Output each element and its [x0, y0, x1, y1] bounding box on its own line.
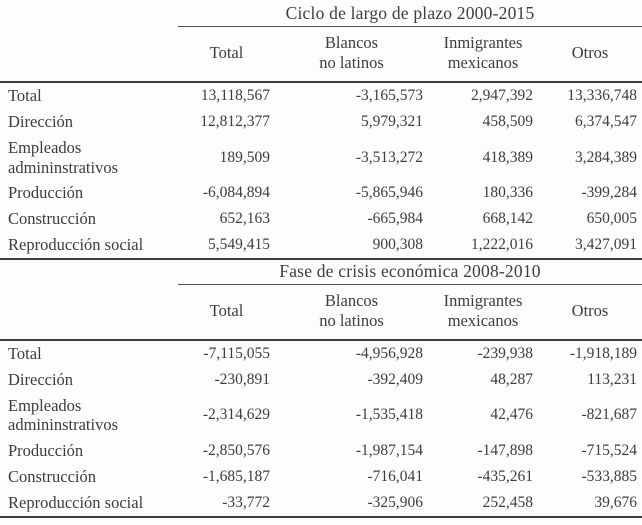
row-label: Construcción	[8, 209, 96, 229]
cell-value: 113,231	[587, 370, 638, 388]
cell-value: -239,938	[477, 344, 533, 362]
table-row: Construcción 652,163 -665,984 668,142 65…	[0, 206, 642, 232]
cell-value: 652,163	[219, 210, 270, 228]
cell-value: -325,906	[275, 489, 428, 518]
table-ciclo-largo-plazo: Ciclo de largo de plazo 2000-2015 Total …	[0, 2, 642, 260]
table-row: Reproducción social -33,772 -325,906 252…	[0, 489, 642, 518]
table-fase-crisis: Fase de crisis económica 2008-2010 Total…	[0, 259, 642, 518]
cell-value: -7,115,055	[203, 344, 270, 362]
cell-value: 13,336,748	[567, 87, 638, 105]
row-label: Producción	[8, 441, 84, 461]
cell-value: 5,549,415	[178, 232, 275, 260]
cell-value: 650,005	[586, 210, 638, 228]
cell-value: -6,084,894	[202, 184, 270, 202]
cell-value: -399,284	[581, 184, 638, 202]
corner-cell	[0, 26, 178, 84]
table-row: Empleados admininstrativos 189,509 -3,51…	[0, 135, 642, 181]
corner-cell	[0, 260, 178, 285]
row-label: Empleados admininstrativos	[8, 395, 118, 435]
table-row: Producción -2,850,576 -1,987,154 -147,89…	[0, 438, 642, 464]
row-label: Reproducción social	[0, 489, 178, 518]
cell-value: 189,509	[219, 148, 270, 166]
column-header-row: Total Blancos no latinos Inmigrantes mex…	[0, 26, 642, 84]
column-header-otros: Otros	[538, 284, 642, 342]
cell-value: -33,772	[178, 489, 275, 518]
cell-value: 6,374,547	[575, 112, 638, 130]
column-header-blancos-no-latinos: Blancos no latinos	[275, 26, 428, 84]
cell-value: 1,222,016	[428, 232, 538, 260]
cell-value: -665,984	[367, 210, 423, 228]
row-label: Construcción	[8, 467, 96, 487]
corner-cell	[0, 2, 178, 27]
cell-value: -716,041	[367, 467, 423, 485]
row-label: Empleados admininstrativos	[8, 137, 118, 177]
section-title-row: Fase de crisis económica 2008-2010	[0, 259, 642, 285]
cell-value: 3,284,389	[575, 148, 638, 166]
cell-value: -533,885	[581, 467, 638, 485]
table-row: Reproducción social 5,549,415 900,308 1,…	[0, 232, 642, 260]
cell-value: -821,687	[581, 406, 638, 424]
row-label: Reproducción social	[0, 232, 178, 260]
column-header-total: Total	[178, 284, 275, 342]
cell-value: -1,918,189	[569, 344, 638, 362]
column-header-inmigrantes-mexicanos: Inmigrantes mexicanos	[428, 284, 538, 342]
cell-value: 180,336	[482, 184, 533, 202]
cell-value: 39,676	[538, 489, 642, 518]
cell-value: -230,891	[214, 370, 270, 388]
cell-value: -1,987,154	[355, 442, 423, 460]
cell-value: 252,458	[428, 489, 538, 518]
section-title: Fase de crisis económica 2008-2010	[178, 259, 642, 285]
column-header-blancos-no-latinos: Blancos no latinos	[275, 284, 428, 342]
column-header-row: Total Blancos no latinos Inmigrantes mex…	[0, 284, 642, 342]
cell-value: -1,685,187	[202, 467, 270, 485]
section-title: Ciclo de largo de plazo 2000-2015	[178, 2, 642, 27]
cell-value: -5,865,946	[355, 184, 423, 202]
column-header-otros: Otros	[538, 26, 642, 84]
cell-value: 3,427,091	[538, 232, 642, 260]
cell-value: 42,476	[490, 406, 533, 424]
cell-value: -3,165,573	[355, 87, 423, 105]
column-header-inmigrantes-mexicanos: Inmigrantes mexicanos	[428, 26, 538, 84]
table-row: Dirección 12,812,377 5,979,321 458,509 6…	[0, 109, 642, 135]
cell-value: -392,409	[367, 370, 423, 388]
row-label: Dirección	[8, 369, 74, 389]
table-row: Total 13,118,567 -3,165,573 2,947,392 13…	[0, 82, 642, 109]
cell-value: -4,956,928	[355, 344, 423, 362]
table-row: Total -7,115,055 -4,956,928 -239,938 -1,…	[0, 340, 642, 367]
row-label: Total	[8, 86, 42, 106]
cell-value: 12,812,377	[200, 112, 270, 130]
section-title-row: Ciclo de largo de plazo 2000-2015	[0, 2, 642, 27]
row-label: Total	[8, 344, 42, 364]
row-label: Dirección	[8, 112, 74, 132]
cell-value: -147,898	[477, 442, 533, 460]
row-label: Producción	[8, 183, 84, 203]
cell-value: 5,979,321	[361, 112, 423, 130]
cell-value: 418,389	[482, 148, 533, 166]
cell-value: -715,524	[581, 442, 638, 460]
cell-value: 668,142	[482, 210, 533, 228]
cell-value: 48,287	[490, 370, 533, 388]
column-header-total: Total	[178, 26, 275, 84]
table-row: Producción -6,084,894 -5,865,946 180,336…	[0, 180, 642, 206]
table-row: Construcción -1,685,187 -716,041 -435,26…	[0, 464, 642, 490]
cell-value: 458,509	[482, 112, 533, 130]
cell-value: -435,261	[477, 467, 533, 485]
corner-cell	[0, 284, 178, 342]
cell-value: 13,118,567	[200, 87, 270, 105]
cell-value: 900,308	[275, 232, 428, 260]
cell-value: -1,535,418	[355, 406, 423, 424]
cell-value: -3,513,272	[355, 148, 423, 166]
cell-value: 2,947,392	[471, 87, 533, 105]
cell-value: -2,850,576	[202, 442, 270, 460]
table-row: Dirección -230,891 -392,409 48,287 113,2…	[0, 367, 642, 393]
table-row: Empleados admininstrativos -2,314,629 -1…	[0, 393, 642, 439]
cell-value: -2,314,629	[202, 406, 270, 424]
